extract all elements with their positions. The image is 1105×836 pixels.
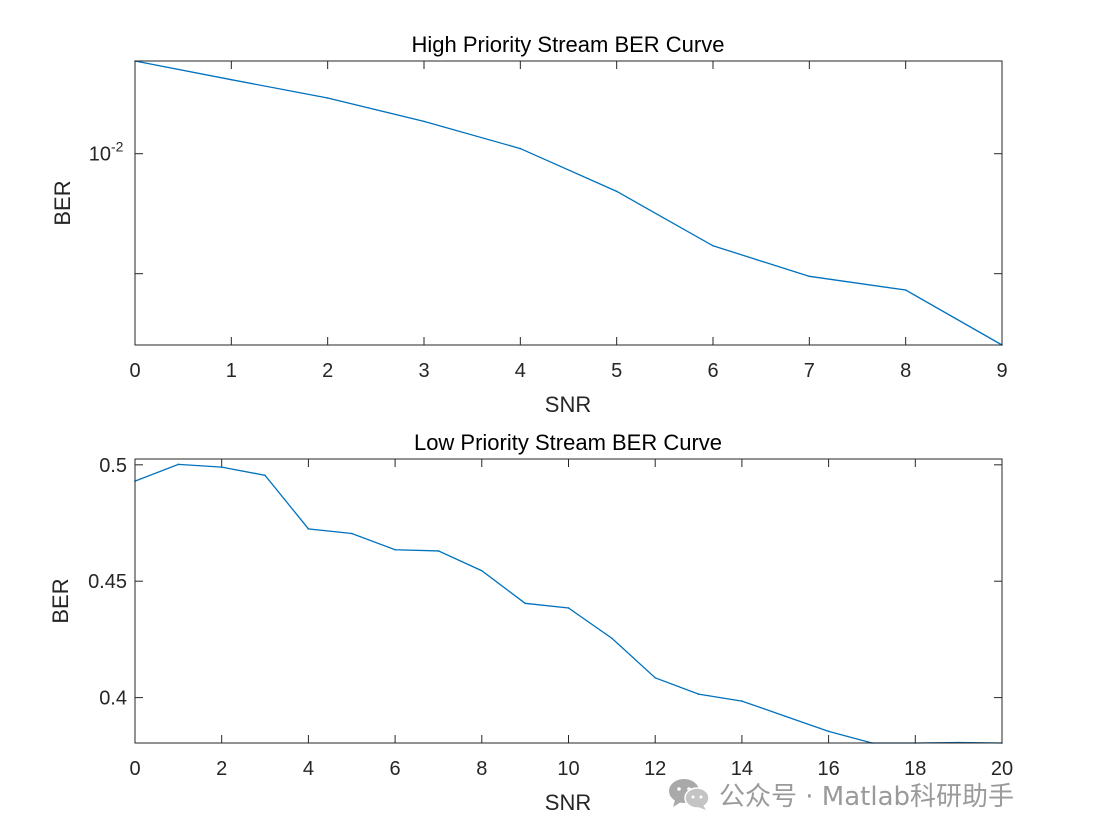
y-tick-label: 10 [89,144,111,166]
x-tick-label: 6 [707,360,718,382]
y-tick-label: 0.4 [99,688,127,710]
x-tick-label: 2 [322,360,333,382]
data-point [697,693,700,695]
wechat-icon [669,779,710,810]
data-point [611,637,613,640]
data-point [784,715,787,718]
x-tick-label: 4 [515,360,526,382]
plot-area-top [135,61,1002,345]
tick-labels-bottom: 0 2 4 6 8 10 12 14 16 18 20 0.4 0.45 0.5 [88,455,1013,780]
data-point [615,190,618,193]
data-point [481,569,483,572]
data-point [519,147,522,150]
tick-labels-top: 0 1 2 3 4 5 6 7 8 9 10 -2 [89,139,1008,382]
x-axis-label-top: SNR [545,392,591,417]
axes-box-bottom [134,458,1003,744]
data-point [524,602,526,605]
x-tick-label: 12 [644,758,666,780]
x-tick-label: 16 [817,758,839,780]
x-tick-label: 10 [557,758,579,780]
data-point [326,97,329,99]
data-point [264,474,266,477]
data-point [230,78,233,81]
data-point [177,463,180,466]
y-tick-exponent: -2 [111,139,124,155]
data-point [437,550,440,552]
y-axis-label-bottom: BER [48,578,73,623]
chart-title-top: High Priority Stream BER Curve [412,32,725,57]
watermark-text: 公众号 · Matlab科研助手 [719,781,1015,812]
x-tick-label: 4 [303,758,314,780]
data-point [827,730,830,733]
plot-area-bottom [135,459,1002,743]
x-tick-label: 18 [904,758,926,780]
data-point [350,532,353,535]
data-point [654,677,656,679]
subplot-low-priority: Low Priority Stream BER Curve SNR BER 0 2… [48,430,1013,815]
data-point [394,548,396,551]
x-tick-label: 8 [476,758,487,780]
x-tick-label: 3 [418,360,429,382]
x-tick-label: 8 [900,360,911,382]
x-tick-label: 9 [996,360,1007,382]
x-tick-label: 7 [804,360,815,382]
x-axis-label-bottom: SNR [545,790,591,815]
y-tick-label: 0.5 [99,455,127,477]
ticks-top [134,61,1003,345]
data-point [567,607,570,609]
data-point [808,275,811,278]
x-tick-label: 14 [731,758,753,780]
axes-box-top [134,60,1003,346]
x-tick-label: 0 [129,758,140,780]
series-line-top [134,60,1003,346]
x-tick-label: 6 [390,758,401,780]
data-point [904,289,907,291]
data-point [307,528,310,530]
subplot-high-priority: High Priority Stream BER Curve SNR BER 0… [50,32,1008,417]
data-point [712,244,714,247]
data-point [741,700,743,702]
y-tick-label: 0.45 [88,571,127,593]
x-tick-label: 2 [216,758,227,780]
x-tick-label: 20 [991,758,1013,780]
x-tick-label: 5 [611,360,622,382]
chart-title-bottom: Low Priority Stream BER Curve [414,430,722,455]
data-point [220,466,223,468]
watermark: 公众号 · Matlab科研助手 [667,776,1014,812]
x-tick-label: 0 [129,360,140,382]
data-point [423,120,425,123]
x-tick-label: 1 [226,360,237,382]
y-axis-label-top: BER [50,180,75,225]
